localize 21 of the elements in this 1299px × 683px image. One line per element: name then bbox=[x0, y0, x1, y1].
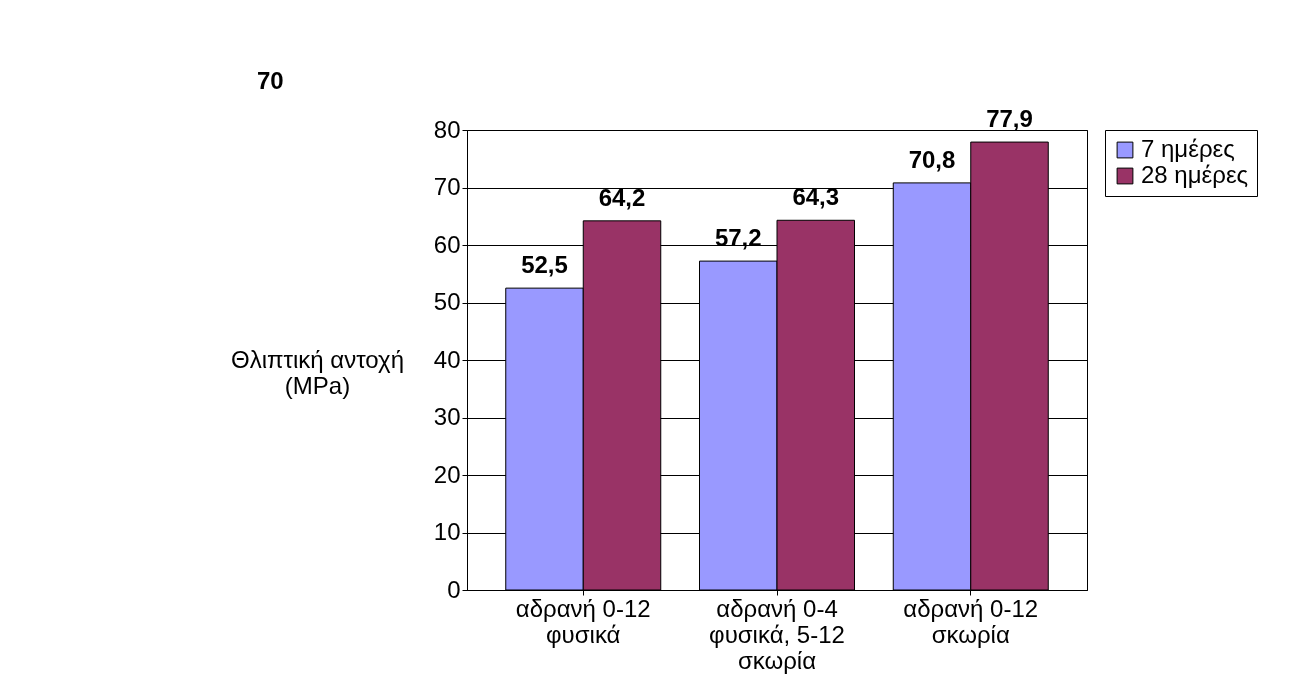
legend-label: 7 ημέρες bbox=[1141, 135, 1235, 162]
x-tick-label: αδρανή 0-12 φυσικά bbox=[515, 594, 651, 648]
y-tick-label: 80 bbox=[433, 115, 461, 143]
x-tick-label: αδρανή 0-4 φυσικά, 5-12 σκωρία bbox=[709, 594, 845, 674]
x-tick-label: αδρανή 0-12 σκωρία bbox=[903, 594, 1039, 648]
legend-label: 28 ημέρες bbox=[1141, 161, 1249, 188]
y-tick-label: 70 bbox=[433, 173, 461, 200]
y-axis-title: Θλιπτική αντοχή (MPa) bbox=[230, 345, 405, 399]
data-label: 52,5 bbox=[521, 251, 568, 279]
y-tick-label: 30 bbox=[433, 403, 461, 430]
y-tick-label: 40 bbox=[433, 345, 461, 373]
data-label: 64,2 bbox=[598, 183, 646, 211]
y-tick-label: 20 bbox=[433, 460, 461, 488]
data-label: 77,9 bbox=[986, 105, 1033, 133]
y-tick-label: 0 bbox=[447, 575, 461, 603]
y-tick-label: 50 bbox=[433, 288, 461, 315]
text: 70 bbox=[257, 67, 284, 94]
y-tick-label: 60 bbox=[433, 230, 461, 258]
y-tick-label: 10 bbox=[433, 518, 461, 545]
data-label: 70,8 bbox=[908, 145, 956, 173]
data-label: 64,3 bbox=[792, 183, 840, 211]
